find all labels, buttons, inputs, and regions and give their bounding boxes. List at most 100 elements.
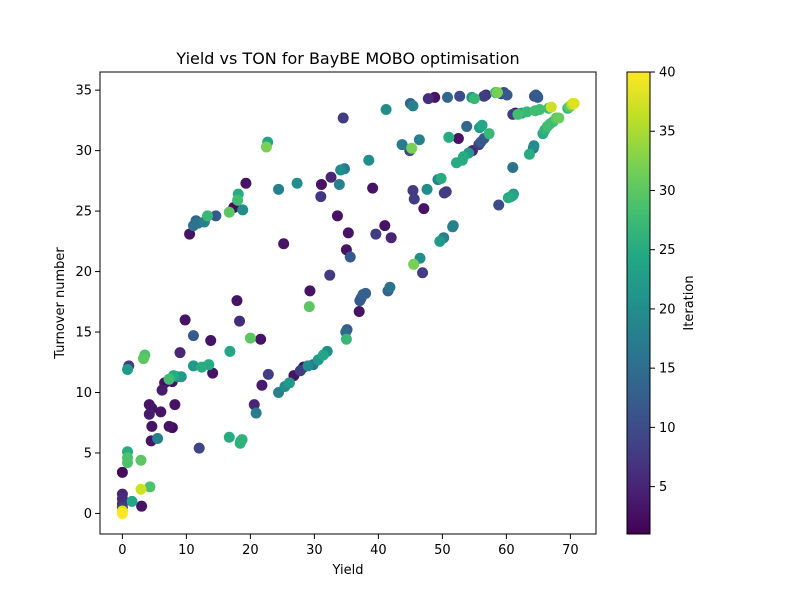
x-axis-label: Yield xyxy=(332,563,364,578)
data-point-41 xyxy=(187,220,199,232)
y-tick-label-5: 5 xyxy=(84,446,92,461)
x-tick-label-70: 70 xyxy=(562,543,579,558)
data-point-184 xyxy=(534,103,546,115)
data-point-89 xyxy=(317,349,329,361)
colorbar-tick-label-20: 20 xyxy=(659,302,676,317)
chart-title: Yield vs TON for BayBE MOBO optimisation xyxy=(175,49,519,68)
data-point-10 xyxy=(122,364,134,376)
data-point-193 xyxy=(553,112,565,124)
data-point-19 xyxy=(143,408,155,420)
data-point-49 xyxy=(205,334,217,346)
data-point-87 xyxy=(315,191,327,203)
data-point-23 xyxy=(146,420,158,432)
data-point-83 xyxy=(303,301,315,313)
scatter-points xyxy=(116,87,580,519)
data-point-199 xyxy=(568,97,580,109)
data-point-161 xyxy=(491,87,503,99)
data-point-133 xyxy=(434,235,446,247)
data-point-175 xyxy=(521,106,533,118)
y-axis-label: Turnover number xyxy=(53,247,68,360)
data-point-28 xyxy=(163,373,175,385)
data-point-57 xyxy=(232,194,244,206)
data-point-40 xyxy=(187,360,199,372)
data-point-29 xyxy=(163,420,175,432)
data-point-6 xyxy=(116,466,128,478)
data-point-62 xyxy=(236,434,248,446)
data-point-155 xyxy=(478,90,490,102)
data-point-37 xyxy=(179,314,191,326)
data-point-63 xyxy=(237,204,249,216)
data-point-104 xyxy=(353,305,365,317)
data-point-108 xyxy=(360,287,372,299)
data-point-112 xyxy=(379,220,391,232)
data-point-14 xyxy=(135,454,147,466)
data-point-39 xyxy=(187,330,199,342)
colorbar-tick-label-30: 30 xyxy=(659,184,676,199)
data-point-72 xyxy=(262,368,274,380)
data-point-64 xyxy=(240,177,252,189)
data-point-15 xyxy=(136,500,148,512)
data-point-4 xyxy=(116,493,128,505)
data-point-56 xyxy=(231,295,243,307)
data-point-38 xyxy=(184,228,196,240)
colorbar-tick-label-5: 5 xyxy=(659,480,667,495)
data-point-82 xyxy=(302,360,314,372)
colorbar-ticks: 5 10 15 20 25 30 35 40 xyxy=(650,66,676,495)
colorbar-tick-label-25: 25 xyxy=(659,243,676,258)
data-point-88 xyxy=(315,178,327,190)
data-point-99 xyxy=(340,333,352,345)
data-point-151 xyxy=(468,93,480,105)
data-point-143 xyxy=(452,133,464,145)
data-point-113 xyxy=(380,103,392,115)
y-tick-label-35: 35 xyxy=(75,84,92,99)
data-point-109 xyxy=(363,154,375,166)
data-point-91 xyxy=(324,269,336,281)
data-point-67 xyxy=(250,407,262,419)
x-tick-label-10: 10 xyxy=(178,543,195,558)
data-point-147 xyxy=(461,120,473,132)
y-tick-label-25: 25 xyxy=(75,205,92,220)
data-point-134 xyxy=(435,172,447,184)
data-point-141 xyxy=(447,220,459,232)
data-point-128 xyxy=(418,203,430,215)
data-point-130 xyxy=(422,93,434,105)
data-point-8 xyxy=(122,452,134,464)
plot-frame xyxy=(99,71,597,535)
data-point-75 xyxy=(278,238,290,250)
data-point-12 xyxy=(126,495,138,507)
data-point-173 xyxy=(512,108,524,120)
colorbar-label: Iteration xyxy=(682,275,697,330)
data-point-79 xyxy=(291,177,303,189)
x-axis: 0 10 20 30 40 50 60 70 xyxy=(118,534,579,558)
colorbar-tick-label-35: 35 xyxy=(659,125,676,140)
data-point-103 xyxy=(344,251,356,263)
data-point-53 xyxy=(224,345,236,357)
data-point-117 xyxy=(396,139,408,151)
data-point-190 xyxy=(545,101,557,113)
data-point-116 xyxy=(385,232,397,244)
data-point-115 xyxy=(384,281,396,293)
data-point-25 xyxy=(155,406,167,418)
colorbar-tick-label-10: 10 xyxy=(659,421,676,436)
data-point-36 xyxy=(174,347,186,359)
data-point-96 xyxy=(337,112,349,124)
data-point-59 xyxy=(234,315,246,327)
data-point-144 xyxy=(454,90,466,102)
data-point-44 xyxy=(193,442,205,454)
y-tick-label-30: 30 xyxy=(75,144,92,159)
data-point-137 xyxy=(440,186,452,198)
data-point-123 xyxy=(407,185,419,197)
data-point-92 xyxy=(325,171,337,183)
data-point-139 xyxy=(443,131,455,143)
x-tick-label-0: 0 xyxy=(118,543,126,558)
data-point-26 xyxy=(156,384,168,396)
y-tick-label-20: 20 xyxy=(75,265,92,280)
data-point-52 xyxy=(223,206,235,218)
data-point-13 xyxy=(135,483,147,495)
data-point-176 xyxy=(523,148,535,160)
data-point-54 xyxy=(223,431,235,443)
x-tick-label-50: 50 xyxy=(434,543,451,558)
data-point-65 xyxy=(244,332,256,344)
data-point-47 xyxy=(202,210,214,222)
data-point-124 xyxy=(408,193,420,205)
